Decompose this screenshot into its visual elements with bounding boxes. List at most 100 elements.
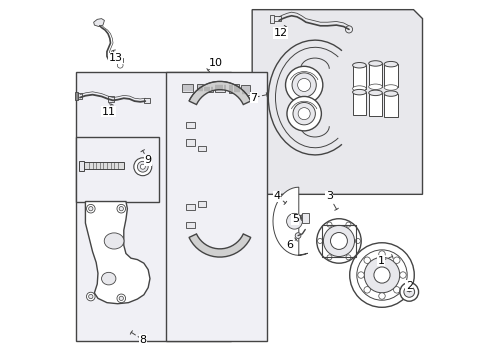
Circle shape	[286, 66, 323, 104]
Bar	[368, 93, 382, 116]
Circle shape	[119, 207, 123, 211]
Bar	[384, 94, 398, 117]
Circle shape	[364, 257, 370, 264]
Bar	[77, 93, 82, 99]
Bar	[117, 58, 123, 62]
Bar	[353, 65, 366, 89]
Circle shape	[379, 293, 385, 299]
Text: 10: 10	[209, 58, 223, 68]
Circle shape	[355, 238, 360, 243]
Circle shape	[87, 292, 95, 301]
Text: 6: 6	[286, 239, 294, 249]
Bar	[76, 72, 231, 341]
Bar	[204, 86, 213, 92]
Circle shape	[404, 287, 415, 297]
Bar	[79, 161, 84, 171]
Circle shape	[89, 207, 93, 211]
Circle shape	[364, 287, 370, 293]
Circle shape	[117, 204, 125, 213]
Bar	[144, 98, 149, 103]
Text: 5: 5	[292, 215, 299, 224]
Bar	[384, 64, 398, 87]
Circle shape	[345, 26, 353, 33]
Circle shape	[287, 96, 321, 131]
Ellipse shape	[384, 91, 398, 96]
Circle shape	[134, 158, 152, 176]
Text: 11: 11	[102, 107, 116, 117]
Polygon shape	[85, 202, 150, 304]
Bar	[322, 225, 356, 257]
Circle shape	[393, 257, 400, 264]
Circle shape	[117, 62, 123, 68]
Circle shape	[117, 294, 125, 303]
Circle shape	[400, 283, 418, 301]
Bar	[186, 122, 195, 128]
Circle shape	[87, 204, 95, 213]
Circle shape	[318, 238, 322, 243]
Circle shape	[137, 161, 148, 172]
Circle shape	[331, 233, 347, 249]
Bar	[108, 96, 115, 102]
Circle shape	[379, 251, 385, 257]
Ellipse shape	[384, 85, 398, 90]
Bar	[196, 84, 203, 92]
Circle shape	[292, 73, 316, 97]
Text: 2: 2	[406, 281, 413, 291]
Text: 7: 7	[250, 93, 258, 103]
Polygon shape	[189, 234, 251, 257]
Text: 1: 1	[378, 256, 385, 266]
Ellipse shape	[353, 89, 366, 95]
Bar	[229, 84, 239, 93]
Polygon shape	[273, 187, 308, 255]
Bar	[186, 222, 195, 228]
Circle shape	[297, 78, 311, 91]
Bar	[198, 201, 206, 207]
Circle shape	[300, 214, 308, 221]
Circle shape	[346, 222, 351, 227]
Ellipse shape	[353, 63, 366, 68]
Text: 12: 12	[274, 28, 288, 38]
Bar	[166, 72, 267, 341]
Text: 9: 9	[145, 155, 152, 165]
Ellipse shape	[368, 61, 382, 66]
Bar	[242, 85, 250, 95]
Ellipse shape	[101, 273, 116, 285]
Circle shape	[287, 213, 302, 229]
Ellipse shape	[353, 86, 366, 91]
Circle shape	[393, 287, 400, 293]
Text: 3: 3	[326, 191, 333, 201]
Bar	[270, 15, 274, 23]
Bar	[74, 92, 78, 100]
Circle shape	[357, 250, 407, 300]
Bar	[76, 137, 159, 202]
Circle shape	[298, 108, 310, 120]
Bar	[186, 139, 195, 146]
Polygon shape	[252, 10, 422, 194]
Circle shape	[119, 296, 123, 301]
Circle shape	[327, 222, 332, 227]
Circle shape	[327, 255, 332, 260]
Circle shape	[346, 255, 351, 260]
Circle shape	[295, 233, 301, 238]
Circle shape	[140, 164, 146, 169]
Polygon shape	[94, 19, 104, 27]
Bar	[302, 213, 309, 223]
Bar	[186, 204, 195, 211]
Polygon shape	[189, 81, 251, 104]
Circle shape	[374, 267, 390, 283]
Circle shape	[323, 225, 355, 257]
Circle shape	[358, 272, 364, 278]
Text: 8: 8	[139, 334, 147, 345]
Bar	[215, 84, 225, 92]
Circle shape	[293, 103, 316, 125]
Ellipse shape	[384, 62, 398, 67]
Text: 13: 13	[109, 53, 123, 63]
Circle shape	[89, 294, 93, 299]
Bar	[273, 17, 281, 22]
Circle shape	[317, 219, 361, 263]
Bar	[81, 162, 124, 169]
Circle shape	[364, 257, 400, 293]
Ellipse shape	[104, 233, 124, 249]
Ellipse shape	[368, 90, 382, 96]
Circle shape	[400, 272, 406, 278]
